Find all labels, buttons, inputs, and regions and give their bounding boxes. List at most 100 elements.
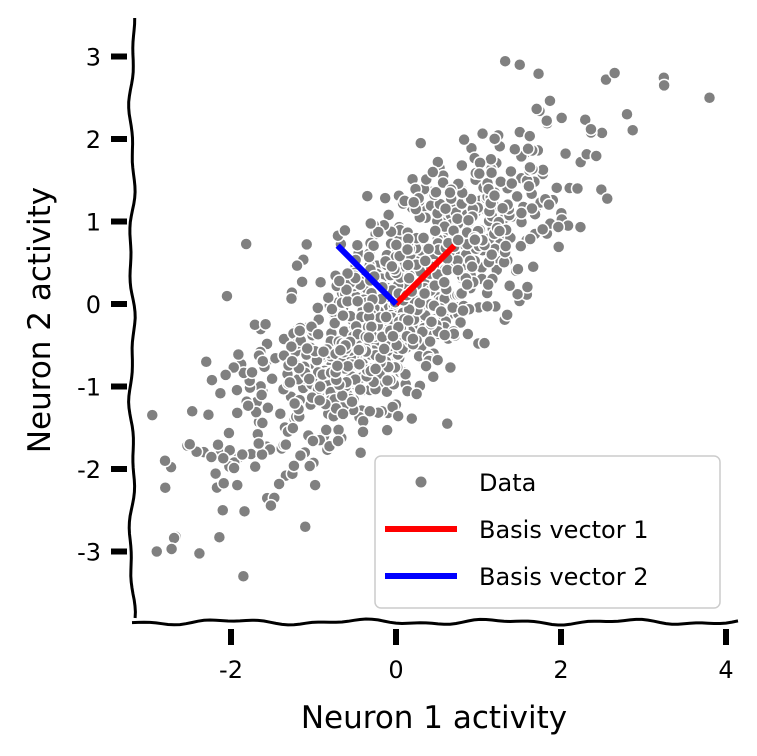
- data-point: [237, 504, 252, 519]
- data-point: [192, 546, 207, 561]
- x-tick-label: 4: [718, 656, 733, 684]
- data-point: [505, 176, 519, 191]
- data-point: [333, 343, 348, 358]
- axes: -2 0 2 4 -3 -2 -1 0 1 2 3: [77, 17, 739, 684]
- legend: Data Basis vector 1 Basis vector 2: [374, 455, 721, 609]
- data-point: [487, 188, 502, 203]
- data-point: [526, 260, 540, 274]
- data-point: [216, 451, 230, 466]
- data-point: [401, 258, 415, 272]
- data-point: [230, 406, 244, 420]
- data-point: [235, 447, 250, 462]
- data-point: [298, 520, 312, 534]
- data-point: [426, 370, 441, 384]
- data-point: [361, 300, 376, 315]
- data-point: [492, 224, 507, 238]
- data-point: [248, 459, 262, 474]
- data-point: [386, 329, 400, 343]
- data-point: [437, 328, 452, 342]
- basis-vector-2: [335, 243, 399, 307]
- data-point: [584, 122, 598, 136]
- data-point: [456, 303, 470, 318]
- data-point: [542, 197, 556, 212]
- data-point: [218, 368, 233, 382]
- data-point: [510, 189, 524, 204]
- data-point: [475, 126, 490, 141]
- data-point: [523, 129, 537, 143]
- data-point: [299, 237, 314, 252]
- data-point: [230, 383, 244, 397]
- data-point: [332, 274, 347, 288]
- data-point: [338, 223, 352, 238]
- data-point: [443, 185, 457, 200]
- data-point: [406, 332, 420, 346]
- data-point: [227, 461, 241, 475]
- data-point: [264, 498, 278, 513]
- data-point: [158, 480, 173, 495]
- data-point: [513, 58, 527, 72]
- data-point: [520, 280, 535, 294]
- data-point: [421, 242, 436, 256]
- data-point: [183, 437, 197, 451]
- data-point: [438, 201, 453, 216]
- data-point: [424, 315, 439, 329]
- data-point: [368, 362, 383, 376]
- y-tick-label: -1: [77, 374, 101, 402]
- data-point: [273, 406, 288, 421]
- data-point: [167, 531, 181, 545]
- data-point: [239, 237, 253, 251]
- data-point: [302, 459, 317, 473]
- data-point: [494, 174, 508, 189]
- data-point: [352, 357, 367, 372]
- data-point: [331, 434, 345, 448]
- data-point: [428, 224, 442, 238]
- data-point: [620, 107, 634, 121]
- data-point: [245, 365, 259, 380]
- data-point: [500, 308, 514, 322]
- y-ticks: -3 -2 -1 0 1 2 3: [77, 44, 127, 567]
- x-tick-label: 0: [388, 656, 403, 684]
- data-point: [508, 142, 522, 156]
- data-point: [353, 446, 368, 460]
- data-point: [258, 317, 273, 331]
- data-point: [236, 569, 251, 583]
- data-point: [402, 271, 416, 285]
- y-axis-spine: [127, 17, 137, 619]
- data-point: [549, 181, 564, 195]
- data-point: [451, 233, 465, 247]
- data-point: [423, 334, 437, 349]
- data-point: [300, 341, 314, 356]
- data-point: [418, 254, 433, 268]
- data-point: [345, 395, 359, 409]
- data-point: [241, 398, 255, 413]
- data-point: [308, 478, 322, 492]
- data-point: [484, 166, 499, 180]
- data-point: [461, 213, 476, 227]
- legend-label-data: Data: [479, 469, 536, 497]
- basis-vector-1: [393, 243, 457, 307]
- data-point: [362, 330, 376, 345]
- data-point: [437, 275, 452, 290]
- data-point: [213, 386, 228, 401]
- data-point: [440, 416, 455, 431]
- data-point: [487, 132, 502, 146]
- data-point: [657, 78, 671, 93]
- data-point: [316, 344, 331, 359]
- data-point: [353, 382, 367, 397]
- data-point: [312, 393, 327, 408]
- data-point: [414, 136, 428, 150]
- data-point: [222, 426, 236, 440]
- data-point: [145, 408, 160, 422]
- data-point: [702, 91, 717, 105]
- data-point: [521, 142, 535, 156]
- data-point: [284, 291, 299, 306]
- data-point: [284, 339, 299, 354]
- data-point: [443, 360, 458, 375]
- data-point: [570, 181, 585, 196]
- data-point: [216, 476, 231, 491]
- data-point: [230, 478, 245, 492]
- data-point: [340, 266, 355, 281]
- data-point: [523, 160, 537, 175]
- data-point: [302, 372, 316, 386]
- data-point: [279, 437, 293, 452]
